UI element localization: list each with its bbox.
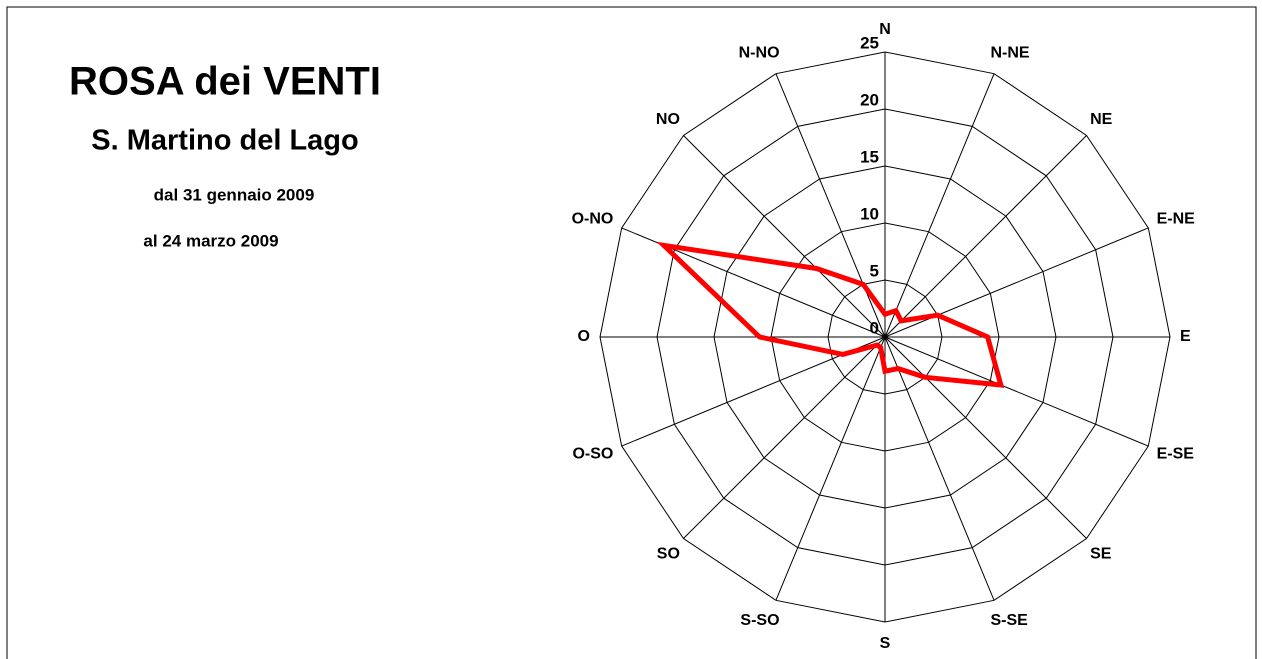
category-label: E (1180, 328, 1191, 345)
frame (6, 6, 1257, 659)
category-label: NO (656, 111, 680, 128)
category-label: N (879, 21, 891, 38)
spoke (683, 135, 886, 338)
grid-ring (599, 51, 1171, 623)
category-label: NE (1090, 111, 1113, 128)
period-to: al 24 marzo 2009 (143, 231, 278, 250)
grid-ring (656, 108, 1114, 566)
spoke (884, 227, 1149, 338)
data-line (656, 241, 1005, 388)
chart-title: ROSA dei VENTI (69, 60, 381, 104)
category-label: E-NE (1157, 211, 1196, 228)
category-label: S-SE (990, 612, 1028, 629)
grid-ring (713, 165, 1057, 509)
chart-subtitle: S. Martino del Lago (91, 125, 358, 157)
category-label: O-SO (572, 446, 613, 463)
r-tick-label: 10 (860, 204, 879, 223)
category-label: O-NO (572, 211, 614, 228)
spoke (884, 135, 1087, 338)
r-tick-label: 15 (860, 147, 879, 166)
spoke (683, 336, 886, 539)
r-tick-label: 5 (870, 261, 879, 280)
category-label: O (578, 328, 590, 345)
grid-ring (827, 279, 943, 395)
spoke (775, 336, 886, 601)
category-label: S (880, 635, 891, 652)
category-label: N-NO (739, 45, 780, 62)
r-tick-label: 25 (860, 33, 879, 52)
spoke (884, 336, 1149, 447)
period-from: dal 31 gennaio 2009 (154, 185, 315, 204)
category-label: SE (1090, 545, 1112, 562)
spoke (884, 336, 995, 601)
category-label: S-SO (740, 612, 779, 629)
grid-ring (770, 222, 1000, 452)
category-label: E-SE (1157, 446, 1195, 463)
category-label: SO (657, 545, 680, 562)
category-label: N-NE (990, 45, 1029, 62)
r-tick-label: 0 (870, 318, 879, 337)
spoke (884, 73, 995, 338)
spoke (884, 336, 1087, 539)
r-tick-label: 20 (860, 90, 879, 109)
